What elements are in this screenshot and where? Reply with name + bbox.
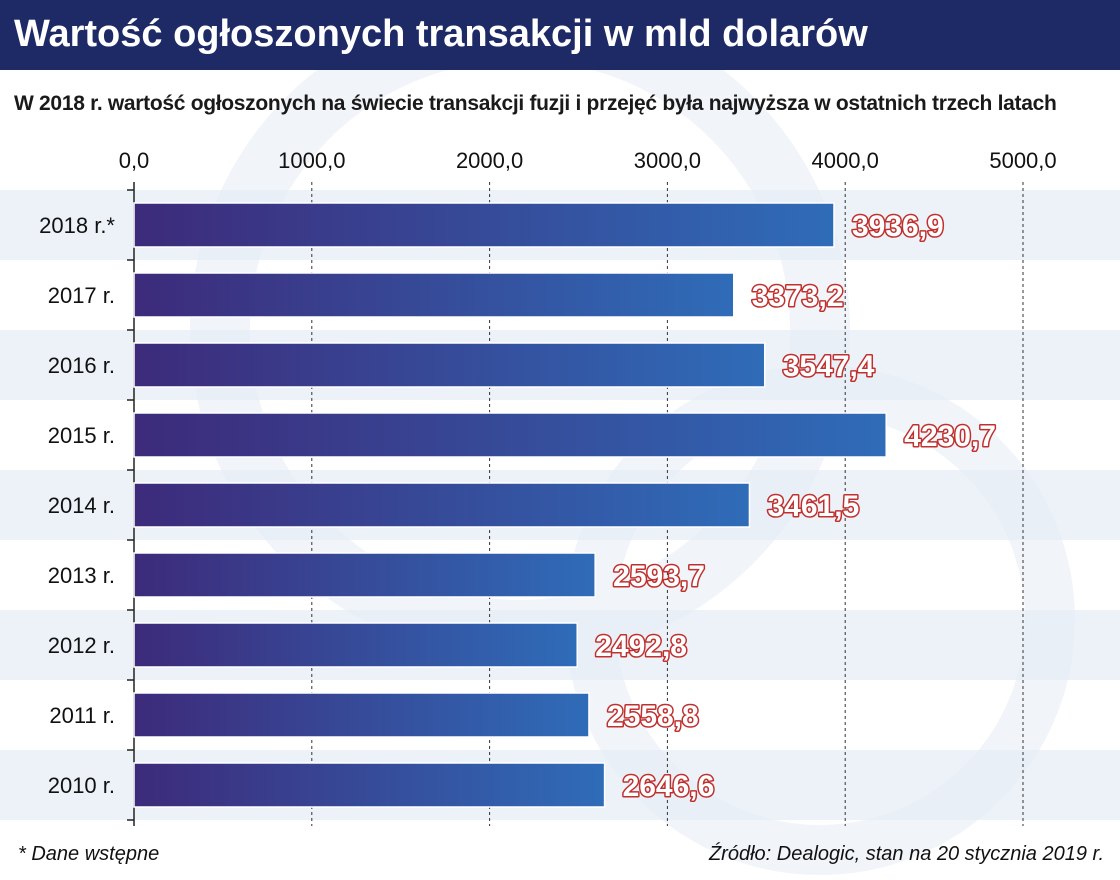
- bar: [133, 272, 735, 318]
- value-label: 3936,9: [852, 210, 944, 243]
- bar: [133, 482, 751, 528]
- title-bar: Wartość ogłoszonych transakcji w mld dol…: [0, 0, 1120, 70]
- category-label: 2013 r.: [48, 563, 115, 588]
- category-label: 2018 r.*: [39, 213, 115, 238]
- value-label: 3461,5: [767, 490, 859, 523]
- bar: [133, 692, 590, 738]
- x-tick-label: 3000,0: [634, 148, 701, 173]
- source-note: Źródło: Dealogic, stan na 20 stycznia 20…: [708, 843, 1104, 865]
- chart-title: Wartość ogłoszonych transakcji w mld dol…: [14, 13, 868, 55]
- category-label: 2017 r.: [48, 283, 115, 308]
- value-label: 4230,7: [904, 420, 996, 453]
- x-tick-label: 1000,0: [278, 148, 345, 173]
- value-label: 2646,6: [623, 770, 715, 803]
- bar: [133, 622, 578, 668]
- chart-subtitle: W 2018 r. wartość ogłoszonych na świecie…: [14, 92, 1057, 115]
- bar: [133, 342, 766, 388]
- value-label: 2492,8: [595, 630, 687, 663]
- value-label: 3373,2: [752, 280, 844, 313]
- category-label: 2015 r.: [48, 423, 115, 448]
- value-label: 2558,8: [607, 700, 699, 733]
- category-label: 2011 r.: [49, 703, 115, 728]
- bar-chart: 0,0 1000,0 2000,0 3000,0 4000,0 5000,0 2018 r.…: [0, 148, 1120, 826]
- x-tick-label: 5000,0: [989, 148, 1056, 173]
- category-label: 2016 r.: [48, 353, 115, 378]
- value-label: 2593,7: [613, 560, 705, 593]
- value-label: 3547,4: [783, 350, 875, 383]
- bar: [133, 202, 835, 248]
- category-label: 2010 r.: [48, 773, 115, 798]
- bar: [133, 552, 596, 598]
- x-tick-label: 4000,0: [812, 148, 879, 173]
- category-label: 2012 r.: [48, 633, 115, 658]
- category-label: 2014 r.: [48, 493, 115, 518]
- x-tick-label: 0,0: [119, 148, 150, 173]
- bar: [133, 762, 606, 808]
- x-tick-label: 2000,0: [456, 148, 523, 173]
- footnote: * Dane wstępne: [18, 843, 160, 865]
- bar: [133, 412, 887, 458]
